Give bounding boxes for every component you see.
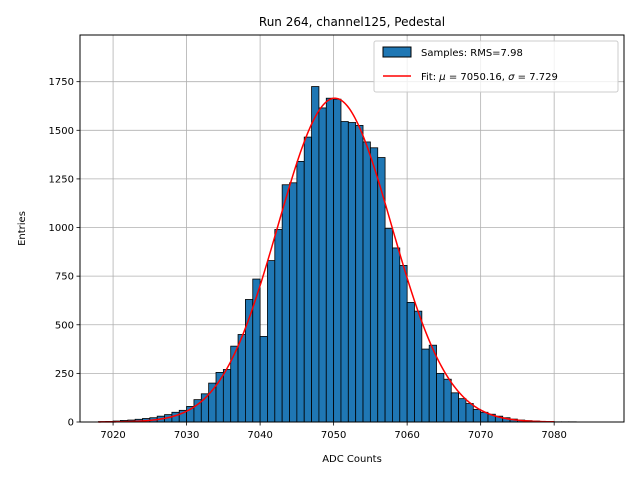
histogram-bar (333, 98, 342, 423)
x-tick-label: 7080 (541, 430, 566, 441)
histogram-bar (311, 86, 320, 423)
histogram-bar (340, 121, 349, 423)
histogram-bar (347, 122, 357, 423)
histogram-bar (296, 161, 305, 423)
x-tick-label: 7050 (321, 430, 346, 441)
histogram-bar (267, 260, 276, 423)
gaussian-fit-line (98, 97, 555, 423)
histogram-bar (458, 398, 467, 423)
histogram-bar (450, 392, 459, 423)
histogram-bar (289, 182, 298, 423)
histogram-bar (443, 378, 452, 423)
histogram-bar (392, 247, 401, 423)
x-axis-ticks: 7020 7030 7040 7050 7060 7070 7080 (100, 422, 567, 441)
y-tick-label: 250 (55, 369, 74, 380)
x-tick-label: 7020 (100, 430, 125, 441)
x-tick-label: 7040 (247, 430, 272, 441)
histogram-bar (325, 97, 335, 423)
histogram-bar (436, 372, 445, 423)
y-tick-label: 0 (68, 418, 74, 429)
legend-fit-suffix: = 7.729 (514, 72, 557, 83)
histogram-bar (369, 147, 379, 423)
legend-label-samples: Samples: RMS=7.98 (421, 48, 523, 59)
histogram-bar (362, 141, 371, 423)
chart-title: Run 264, channel125, Pedestal (259, 15, 445, 29)
legend-fit-prefix: Fit: (421, 72, 439, 83)
histogram-bar (428, 344, 437, 423)
histogram-bar (303, 136, 312, 423)
y-axis-ticks: 0 250 500 750 1000 1250 1500 1750 (49, 77, 80, 429)
histogram-bar (222, 369, 232, 423)
x-tick-label: 7060 (394, 430, 419, 441)
x-tick-label: 7030 (174, 430, 199, 441)
histogram-bar (274, 229, 283, 423)
x-tick-label: 7070 (468, 430, 493, 441)
y-tick-label: 1500 (49, 126, 74, 137)
y-tick-label: 500 (55, 320, 74, 331)
histogram-bar (318, 107, 327, 423)
legend-fit-mid: = 7050.16, (446, 72, 508, 83)
legend-fit-sigma: σ (508, 72, 515, 83)
histogram-bar (230, 345, 239, 423)
legend: Samples: RMS=7.98 Fit: μ = 7050.16, σ = … (373, 40, 619, 93)
histogram-bar (208, 382, 217, 423)
legend-fit-mu: μ (438, 72, 445, 83)
y-tick-label: 1000 (49, 223, 74, 234)
histogram-bar (414, 310, 423, 423)
histogram-bar (465, 403, 474, 423)
y-tick-label: 1750 (49, 77, 74, 88)
fit-curve-group (98, 97, 555, 423)
histogram-bar (259, 336, 268, 423)
histogram-bar (237, 334, 246, 423)
plot-frame (79, 34, 625, 423)
histogram-bar (252, 278, 261, 423)
legend-box (373, 40, 619, 93)
y-tick-label: 1250 (49, 174, 74, 185)
histogram-bar (421, 348, 430, 423)
histogram-bar (406, 301, 415, 423)
legend-label-fit: Fit: μ = 7050.16, σ = 7.729 (421, 72, 558, 83)
histogram-bar (281, 184, 290, 423)
histogram-bar (399, 265, 408, 423)
histogram-bar (384, 228, 393, 423)
legend-swatch-samples (382, 46, 412, 58)
y-axis-label: Entries (17, 211, 28, 246)
histogram-bar (472, 408, 482, 423)
y-tick-label: 750 (55, 272, 74, 283)
x-axis-label: ADC Counts (322, 454, 382, 465)
histogram-bar (355, 125, 364, 423)
